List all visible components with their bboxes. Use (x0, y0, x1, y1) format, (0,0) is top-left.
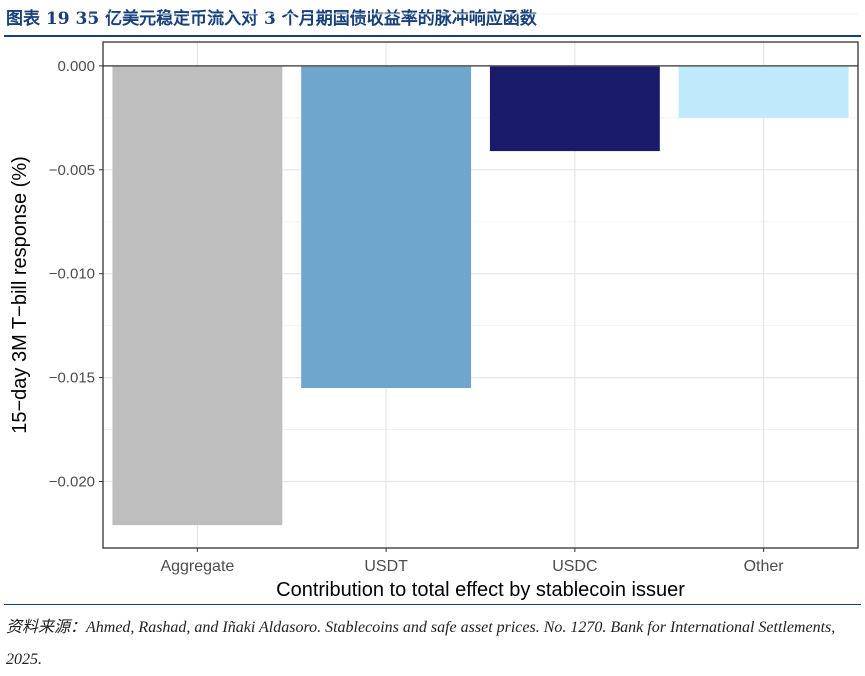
bar-chart: 0.000 −0.005 −0.010 −0.015 −0.020 Aggregate US… (9, 13, 859, 601)
y-axis-label: 15−day 3M T−bill response (%) (9, 156, 31, 434)
bar-aggregate (112, 65, 283, 526)
x-tick-label: USDC (552, 558, 597, 575)
y-tick-label: −0.020 (49, 474, 95, 491)
source-note: 资料来源：Ahmed, Rashad, and Iñaki Aldasoro. … (6, 619, 836, 668)
y-tick-label: −0.015 (49, 370, 95, 387)
x-tick-label: Other (744, 558, 785, 575)
y-tick-label: −0.010 (49, 266, 95, 283)
x-tick-label: Aggregate (160, 558, 234, 575)
bar-usdc (489, 65, 660, 152)
plot-frame (102, 41, 859, 549)
bar-usdt (301, 65, 472, 388)
x-tick-label: USDT (364, 558, 408, 575)
y-tick-label: −0.005 (49, 162, 95, 179)
bar-other (678, 65, 849, 118)
x-axis-label: Contribution to total effect by stableco… (276, 579, 685, 601)
source-rule (4, 604, 861, 605)
y-tick-label: 0.000 (57, 58, 95, 75)
title-rule (4, 35, 861, 37)
